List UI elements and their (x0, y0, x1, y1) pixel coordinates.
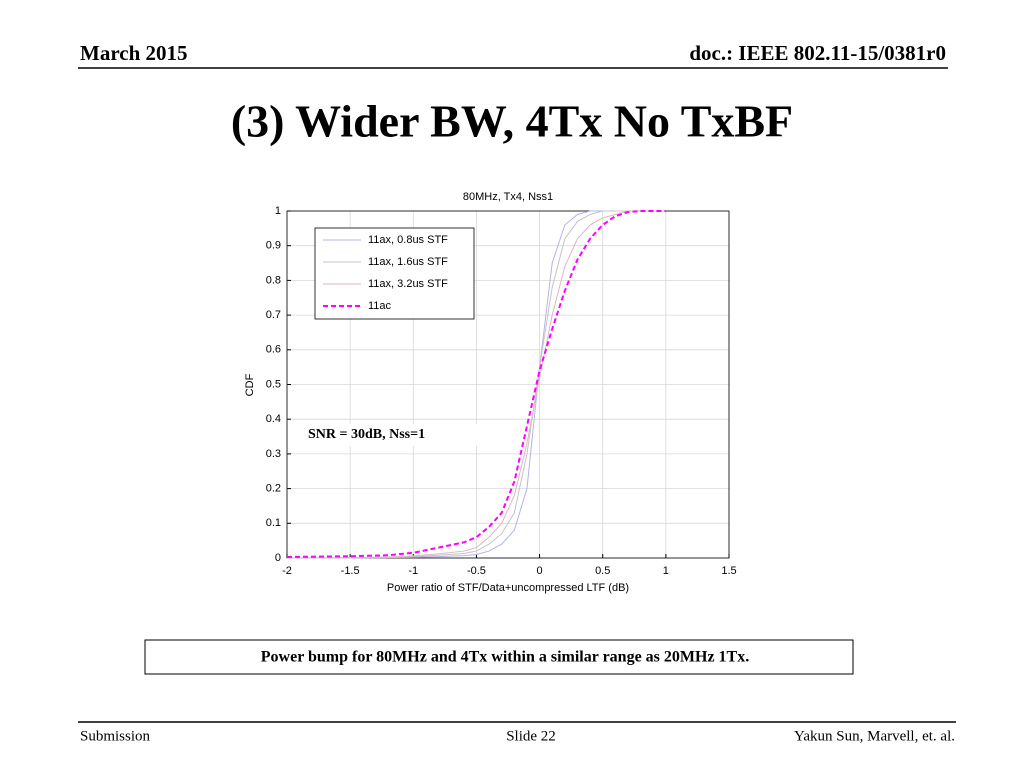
note: Power bump for 80MHz and 4Tx within a si… (261, 649, 749, 666)
legend-label: 11ax, 3.2us STF (368, 278, 448, 290)
y-tick-label: 0.2 (266, 483, 281, 495)
footer-center: Slide 22 (506, 728, 556, 744)
x-tick-label: -1.5 (341, 565, 360, 577)
plot-frame (286, 210, 730, 559)
y-tick-label: 0.8 (266, 274, 281, 286)
x-axis-label: Power ratio of STF/Data+uncompressed LTF… (387, 582, 629, 594)
note-box (144, 639, 854, 675)
legend-label: 11ac (368, 300, 392, 312)
footer-left: Submission (80, 728, 151, 744)
annotation: SNR = 30dB, Nss=1 (308, 427, 425, 442)
x-tick-label: -2 (282, 565, 292, 577)
y-axis-label: CDF (244, 373, 256, 396)
plot: 0 0.1 0.2 0.3 0.4 0.5 0.6 0.7 0.8 0.9 1 -2 -1.5 -1 -0.… (266, 205, 737, 577)
y-tick-label: 0.9 (266, 240, 281, 252)
legend-label: 11ax, 1.6us STF (368, 256, 448, 268)
x-tick-label: -1 (408, 565, 418, 577)
legend-label: 11ax, 0.8us STF (368, 234, 448, 246)
y-tick-label: 0.4 (266, 413, 281, 425)
y-tick-label: 0.6 (266, 344, 281, 356)
x-tick-label: 1 (663, 565, 669, 577)
y-tick-label: 1 (275, 205, 281, 217)
series-line (286, 210, 666, 559)
y-tick-label: 0.3 (266, 448, 281, 460)
series-line (286, 210, 666, 559)
y-tick-label: 0.7 (266, 309, 281, 321)
footer-right: Yakun Sun, Marvell, et. al. (794, 728, 955, 744)
x-tick-label: 0.5 (595, 565, 610, 577)
header-date: March 2015 (80, 41, 188, 65)
x-tick-label: 1.5 (721, 565, 736, 577)
annotation-bg (302, 424, 477, 446)
y-tick-label: 0.1 (266, 517, 281, 529)
y-tick-label: 0 (275, 552, 281, 564)
legend-box (314, 227, 475, 320)
x-tick-label: -0.5 (467, 565, 486, 577)
y-tick-label: 0.5 (266, 378, 281, 390)
series-line (286, 210, 666, 558)
slide-title: (3) Wider BW, 4Tx No TxBF (231, 96, 793, 147)
header-doc: doc.: IEEE 802.11-15/0381r0 (689, 41, 946, 65)
chart-title: 80MHz, Tx4, Nss1 (463, 191, 553, 203)
x-tick-label: 0 (537, 565, 543, 577)
